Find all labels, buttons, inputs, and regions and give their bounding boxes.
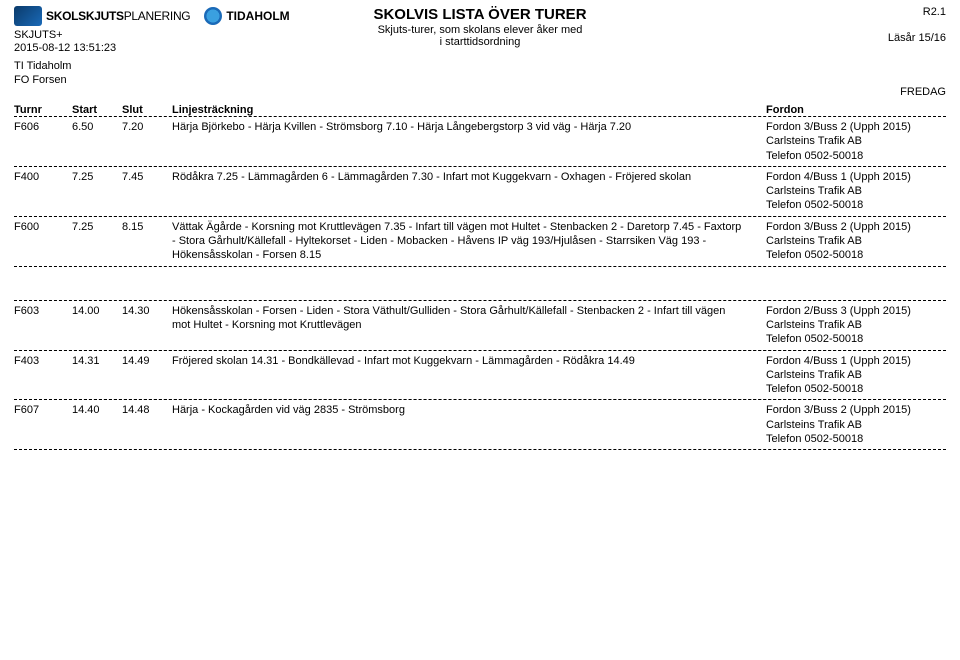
cell-turnr: F400 — [14, 170, 72, 213]
cell-turnr: F603 — [14, 304, 72, 347]
col-header-start: Start — [72, 104, 122, 116]
cell-start: 7.25 — [72, 170, 122, 213]
page-subtitle-2: i starttidsordning — [14, 36, 946, 48]
col-header-slut: Slut — [122, 104, 172, 116]
table-row: F40314.3114.49Fröjered skolan 14.31 - Bo… — [14, 350, 946, 401]
fordon-line-2: Carlsteins Trafik AB — [766, 368, 946, 382]
cell-slut: 7.45 — [122, 170, 172, 213]
cell-turnr: F600 — [14, 220, 72, 263]
table-row: F60714.4014.48Härja - Kockagården vid vä… — [14, 399, 946, 450]
fordon-line-1: Fordon 3/Buss 2 (Upph 2015) — [766, 120, 946, 134]
fordon-line-2: Carlsteins Trafik AB — [766, 184, 946, 198]
fordon-line-3: Telefon 0502-50018 — [766, 198, 946, 212]
table-row: F6007.258.15Vättak Ägårde - Korsning mot… — [14, 216, 946, 267]
page-subtitle-1: Skjuts-turer, som skolans elever åker me… — [14, 24, 946, 36]
fordon-line-2: Carlsteins Trafik AB — [766, 134, 946, 148]
ti-fo-block: TI Tidaholm FO Forsen — [14, 60, 946, 88]
header-right: R2.1 Läsår 15/16 — [888, 6, 946, 44]
cell-start: 14.00 — [72, 304, 122, 347]
cell-turnr: F606 — [14, 120, 72, 163]
cell-linje: Rödåkra 7.25 - Lämmagården 6 - Lämmagård… — [172, 170, 766, 213]
table-row: F60314.0014.30Hökensåsskolan - Forsen - … — [14, 300, 946, 351]
fo-line: FO Forsen — [14, 74, 946, 88]
cell-linje: Hökensåsskolan - Forsen - Liden - Stora … — [172, 304, 766, 347]
fordon-line-1: Fordon 4/Buss 1 (Upph 2015) — [766, 170, 946, 184]
cell-slut: 14.49 — [122, 354, 172, 397]
cell-linje: Fröjered skolan 14.31 - Bondkällevad - I… — [172, 354, 766, 397]
cell-fordon: Fordon 2/Buss 3 (Upph 2015)Carlsteins Tr… — [766, 304, 946, 347]
fordon-line-2: Carlsteins Trafik AB — [766, 234, 946, 248]
row-spacer — [14, 267, 946, 301]
fordon-line-3: Telefon 0502-50018 — [766, 149, 946, 163]
fordon-line-2: Carlsteins Trafik AB — [766, 418, 946, 432]
rows-container: F6066.507.20Härja Björkebo - Härja Kvill… — [14, 116, 946, 450]
cell-turnr: F607 — [14, 403, 72, 446]
fordon-line-1: Fordon 2/Buss 3 (Upph 2015) — [766, 304, 946, 318]
cell-linje: Härja Björkebo - Härja Kvillen - Strömsb… — [172, 120, 766, 163]
version-label: R2.1 — [888, 6, 946, 18]
ti-line: TI Tidaholm — [14, 60, 946, 74]
cell-fordon: Fordon 3/Buss 2 (Upph 2015)Carlsteins Tr… — [766, 220, 946, 263]
cell-start: 14.40 — [72, 403, 122, 446]
fordon-line-1: Fordon 3/Buss 2 (Upph 2015) — [766, 220, 946, 234]
col-header-linje: Linjesträckning — [172, 104, 766, 116]
page-header: SKOLSKJUTSPLANERING TIDAHOLM SKJUTS+ 201… — [14, 6, 946, 102]
col-header-fordon: Fordon — [766, 104, 946, 116]
weekday-label: FREDAG — [900, 86, 946, 98]
fordon-line-3: Telefon 0502-50018 — [766, 432, 946, 446]
cell-linje: Härja - Kockagården vid väg 2835 - Ström… — [172, 403, 766, 446]
fordon-line-3: Telefon 0502-50018 — [766, 382, 946, 396]
cell-start: 7.25 — [72, 220, 122, 263]
table-row: F6066.507.20Härja Björkebo - Härja Kvill… — [14, 116, 946, 167]
cell-fordon: Fordon 3/Buss 2 (Upph 2015)Carlsteins Tr… — [766, 120, 946, 163]
table-header: Turnr Start Slut Linjesträckning Fordon — [14, 104, 946, 117]
cell-turnr: F403 — [14, 354, 72, 397]
fordon-line-2: Carlsteins Trafik AB — [766, 318, 946, 332]
cell-fordon: Fordon 4/Buss 1 (Upph 2015)Carlsteins Tr… — [766, 170, 946, 213]
cell-linje: Vättak Ägårde - Korsning mot Kruttleväge… — [172, 220, 766, 263]
cell-fordon: Fordon 3/Buss 2 (Upph 2015)Carlsteins Tr… — [766, 403, 946, 446]
col-header-turnr: Turnr — [14, 104, 72, 116]
fordon-line-1: Fordon 3/Buss 2 (Upph 2015) — [766, 403, 946, 417]
fordon-line-3: Telefon 0502-50018 — [766, 248, 946, 262]
fordon-line-3: Telefon 0502-50018 — [766, 332, 946, 346]
cell-fordon: Fordon 4/Buss 1 (Upph 2015)Carlsteins Tr… — [766, 354, 946, 397]
cell-slut: 7.20 — [122, 120, 172, 163]
table-row: F4007.257.45Rödåkra 7.25 - Lämmagården 6… — [14, 166, 946, 217]
fordon-line-1: Fordon 4/Buss 1 (Upph 2015) — [766, 354, 946, 368]
cell-slut: 8.15 — [122, 220, 172, 263]
cell-slut: 14.30 — [122, 304, 172, 347]
cell-slut: 14.48 — [122, 403, 172, 446]
center-title: SKOLVIS LISTA ÖVER TURER Skjuts-turer, s… — [14, 6, 946, 48]
lasar-label: Läsår 15/16 — [888, 32, 946, 44]
cell-start: 6.50 — [72, 120, 122, 163]
page-title: SKOLVIS LISTA ÖVER TURER — [14, 6, 946, 23]
cell-start: 14.31 — [72, 354, 122, 397]
